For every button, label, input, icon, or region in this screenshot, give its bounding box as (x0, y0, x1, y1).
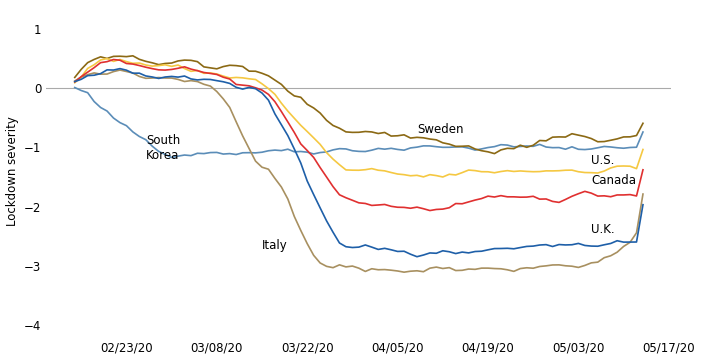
Text: Canada: Canada (592, 174, 637, 187)
Text: Italy: Italy (262, 239, 287, 252)
Text: U.S.: U.S. (592, 154, 615, 167)
Y-axis label: Lockdown severity: Lockdown severity (6, 116, 18, 226)
Text: South
Korea: South Korea (146, 134, 180, 162)
Text: U.K.: U.K. (592, 223, 615, 236)
Text: Sweden: Sweden (417, 123, 463, 136)
